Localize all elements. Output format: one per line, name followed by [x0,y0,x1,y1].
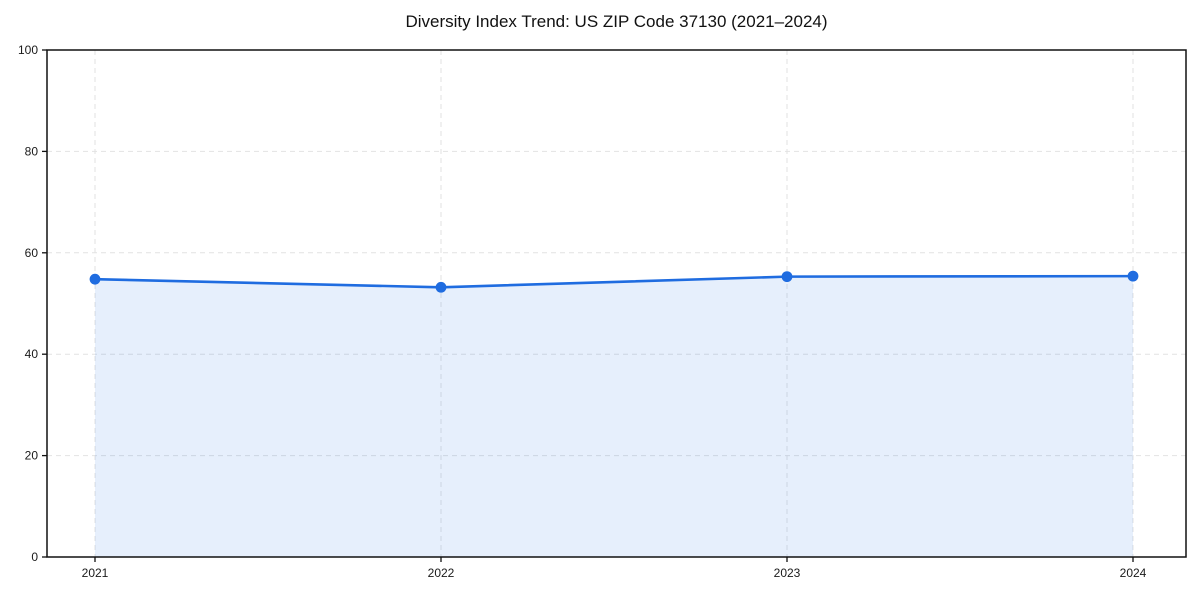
y-tick-label-100: 100 [18,43,38,57]
x-tick-label-2021: 2021 [82,566,109,580]
y-tick-label-40: 40 [25,347,39,361]
trend-line [93,274,1135,289]
data-point-2021 [89,273,101,285]
x-tick-label-2023: 2023 [774,566,801,580]
data-point-2022 [435,281,447,293]
y-tick-label-60: 60 [25,246,39,260]
x-tick-label-2022: 2022 [428,566,455,580]
chart-title: Diversity Index Trend: US ZIP Code 37130… [405,12,828,31]
x-tick-label-2024: 2024 [1120,566,1147,580]
data-point-2024 [1127,270,1139,282]
y-tick-label-0: 0 [31,550,38,564]
y-tick-label-20: 20 [25,449,39,463]
axes-frame [46,49,1187,558]
data-point-2023 [781,271,793,283]
y-tick-label-80: 80 [25,144,39,158]
area-fill [95,276,1133,557]
